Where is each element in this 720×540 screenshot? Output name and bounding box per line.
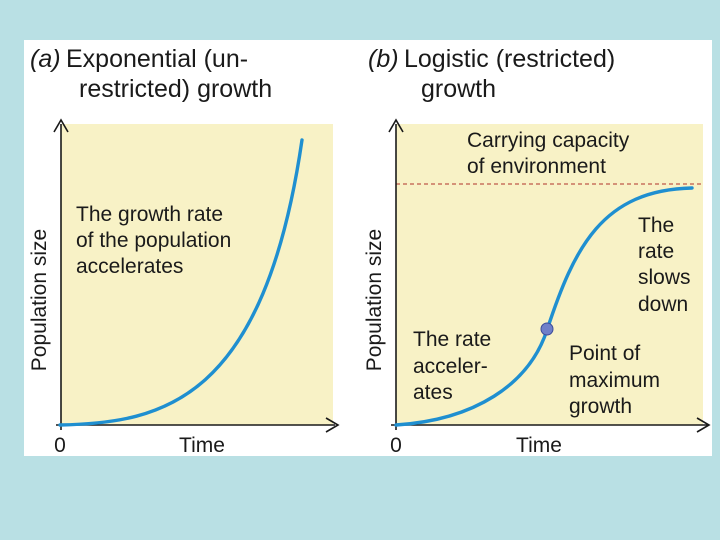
panel-a-annotation-line2: of the population <box>76 229 231 252</box>
panel-b-plot-area <box>396 124 703 425</box>
panel-a-annotation-line3: accelerates <box>76 255 183 278</box>
panel-a: (a) Exponential (un- restricted) growth … <box>28 45 340 456</box>
panel-a-exponential-curve <box>58 138 304 427</box>
panel-a-y-arrow <box>53 118 69 133</box>
panel-b-y-label: Population size <box>363 229 386 371</box>
panel-b-origin-label: 0 <box>390 434 402 456</box>
max-growth-point <box>540 322 554 336</box>
panel-b-x-arrow <box>696 417 711 433</box>
panel-a-x-arrow <box>325 417 340 433</box>
slows-label-line1: The <box>638 214 674 237</box>
panel-b-title-line2: growth <box>421 75 496 103</box>
slows-label-line4: down <box>638 293 688 316</box>
panel-a-x-label: Time <box>179 434 225 456</box>
panel-b-y-arrow <box>388 118 404 133</box>
panel-a-title-line2: restricted) growth <box>79 75 272 103</box>
figure-card: (a) Exponential (un- restricted) growth … <box>24 40 712 456</box>
capacity-label-line1: Carrying capacity <box>467 129 630 152</box>
panel-a-annotation-line1: The growth rate <box>76 203 223 226</box>
max-growth-label-line3: growth <box>569 395 632 418</box>
panel-a-plot-area <box>61 124 333 425</box>
accelerates-label-line2: acceler- <box>413 355 488 378</box>
panel-a-y-label: Population size <box>28 229 51 371</box>
max-growth-label-line1: Point of <box>569 342 640 365</box>
panel-b-letter: (b) <box>368 45 399 73</box>
accelerates-label-line3: ates <box>413 381 453 404</box>
slows-label-line3: slows <box>638 266 691 289</box>
panel-b-x-label: Time <box>516 434 562 456</box>
panel-a-origin-label: 0 <box>54 434 66 456</box>
max-growth-label-line2: maximum <box>569 369 660 392</box>
panel-a-title-line1: Exponential (un- <box>66 45 248 73</box>
panel-a-letter: (a) <box>30 45 61 73</box>
capacity-label-line2: of environment <box>467 155 606 178</box>
growth-figure: (a) Exponential (un- restricted) growth … <box>28 45 711 456</box>
panel-b-title-line1: Logistic (restricted) <box>404 45 615 73</box>
accelerates-label-line1: The rate <box>413 328 491 351</box>
panel-b: (b) Logistic (restricted) growth Populat… <box>363 45 711 456</box>
slows-label-line2: rate <box>638 240 674 263</box>
